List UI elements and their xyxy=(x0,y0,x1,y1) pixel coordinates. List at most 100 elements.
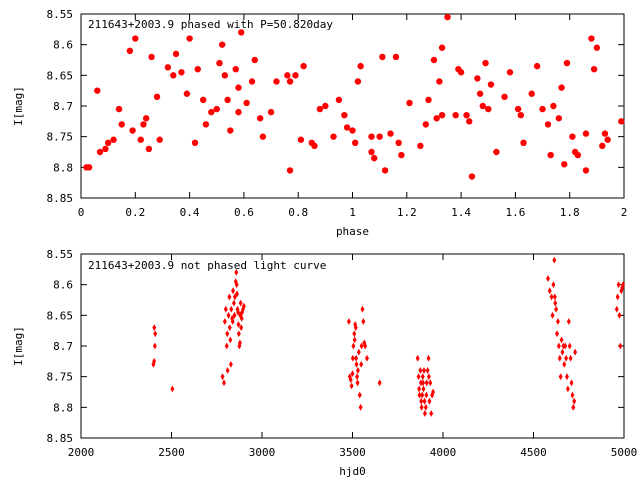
data-point xyxy=(361,318,366,325)
data-point xyxy=(424,391,429,399)
data-point xyxy=(227,293,232,301)
data-point xyxy=(352,336,357,344)
data-point xyxy=(417,142,424,150)
data-point xyxy=(588,35,595,42)
data-point xyxy=(360,305,365,313)
x-tick-label: 4500 xyxy=(520,446,547,459)
data-point xyxy=(330,133,337,140)
data-point xyxy=(425,96,432,104)
data-point xyxy=(428,379,433,387)
chart-title: 211643+2003.9 not phased light curve xyxy=(88,259,326,272)
data-point xyxy=(221,72,229,79)
data-point xyxy=(554,305,559,313)
data-point xyxy=(357,62,364,70)
x-tick-label: 0.4 xyxy=(180,206,200,219)
data-point xyxy=(425,367,430,374)
data-point xyxy=(398,151,405,159)
data-point xyxy=(418,367,423,374)
data-point xyxy=(273,78,280,85)
x-tick-label: 4000 xyxy=(430,446,457,459)
data-point xyxy=(564,354,569,362)
data-point xyxy=(237,342,242,350)
data-point xyxy=(392,53,400,61)
data-point xyxy=(85,164,93,171)
x-tick-label: 2500 xyxy=(158,446,185,459)
data-point xyxy=(235,84,242,91)
y-tick-label: 8.7 xyxy=(53,100,73,113)
y-tick-label: 8.85 xyxy=(47,432,74,445)
data-point xyxy=(236,321,241,328)
data-point xyxy=(172,50,180,58)
data-point xyxy=(422,121,430,128)
data-point xyxy=(395,139,402,146)
data-point xyxy=(96,148,104,156)
data-point xyxy=(544,121,552,128)
y-tick-label: 8.8 xyxy=(53,161,73,174)
data-point xyxy=(558,84,565,91)
x-tick-label: 2000 xyxy=(68,446,95,459)
data-point xyxy=(346,318,351,325)
data-point xyxy=(619,287,624,295)
data-point xyxy=(231,299,236,307)
data-point xyxy=(241,305,245,313)
x-tick-label: 5000 xyxy=(611,446,638,459)
data-point xyxy=(297,136,305,143)
data-point xyxy=(514,105,522,113)
y-axis-label: I[mag] xyxy=(12,326,25,366)
data-point xyxy=(220,373,225,381)
data-point xyxy=(368,133,375,140)
data-point xyxy=(572,397,577,405)
x-tick-label: 3000 xyxy=(249,446,276,459)
data-point xyxy=(235,290,239,298)
data-point xyxy=(546,275,550,282)
data-point xyxy=(563,342,568,350)
data-point xyxy=(501,93,508,101)
data-point xyxy=(371,154,378,162)
data-point xyxy=(104,139,112,146)
data-point xyxy=(216,59,223,67)
data-point xyxy=(208,108,215,116)
data-point xyxy=(355,367,360,374)
data-point xyxy=(567,342,572,350)
y-tick-label: 8.85 xyxy=(47,192,74,205)
data-point xyxy=(230,318,235,325)
data-point xyxy=(227,324,232,331)
data-point xyxy=(539,105,546,113)
data-point xyxy=(300,62,307,70)
data-point xyxy=(202,121,210,128)
data-point xyxy=(358,403,363,411)
data-point xyxy=(582,130,590,137)
data-point xyxy=(547,287,552,295)
y-tick-label: 8.55 xyxy=(47,248,74,261)
data-point xyxy=(571,403,576,411)
data-point xyxy=(353,321,358,328)
data-point xyxy=(102,145,109,153)
data-point xyxy=(493,148,500,156)
data-point xyxy=(563,59,571,67)
data-point xyxy=(183,90,191,97)
data-point xyxy=(363,342,368,350)
data-point xyxy=(355,379,360,387)
y-tick-label: 8.55 xyxy=(47,8,74,21)
data-point xyxy=(286,78,294,85)
data-point xyxy=(569,133,576,140)
data-point xyxy=(232,293,237,301)
data-point xyxy=(429,410,434,417)
data-point xyxy=(406,99,413,107)
data-point xyxy=(222,379,226,387)
data-point xyxy=(573,348,578,356)
data-point xyxy=(350,354,355,362)
x-tick-label: 1.4 xyxy=(451,206,471,219)
data-point xyxy=(355,373,359,381)
data-point xyxy=(348,376,353,384)
data-point xyxy=(354,78,362,85)
data-point xyxy=(222,318,227,325)
data-point xyxy=(604,136,611,143)
data-point xyxy=(238,299,243,307)
data-point xyxy=(620,284,625,292)
data-point xyxy=(132,35,139,42)
y-tick-label: 8.7 xyxy=(53,340,73,353)
data-point xyxy=(479,102,487,110)
data-point xyxy=(236,308,241,316)
